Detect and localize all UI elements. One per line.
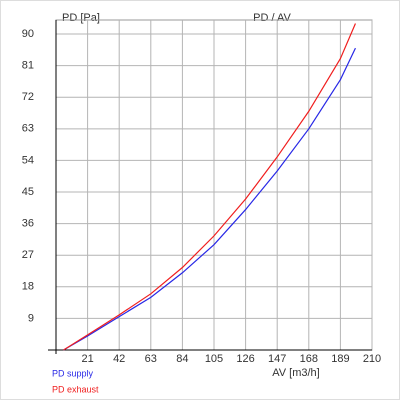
- y-tick-label: 63: [22, 123, 34, 135]
- series-line: [63, 23, 356, 351]
- x-tick-label: 84: [176, 353, 188, 365]
- y-tick-label: 36: [22, 218, 34, 230]
- x-tick-label: 147: [268, 353, 286, 365]
- x-tick-label: 168: [300, 353, 318, 365]
- x-tick-label: 210: [363, 353, 381, 365]
- y-axis-label: PD [Pa]: [62, 12, 100, 24]
- chart-title: PD / AV: [253, 12, 291, 24]
- legend-entry: PD exhaust: [52, 384, 99, 394]
- x-tick-label: 42: [113, 353, 125, 365]
- legend-entry: PD supply: [52, 368, 94, 378]
- y-tick-label: 18: [22, 281, 34, 293]
- x-tick-label: 105: [205, 353, 223, 365]
- y-tick-label: 90: [22, 28, 34, 40]
- y-tick-label: 81: [22, 60, 34, 72]
- x-tick-label: 126: [236, 353, 254, 365]
- series-line: [63, 47, 356, 351]
- x-tick-label: 21: [81, 353, 93, 365]
- y-tick-label: 72: [22, 91, 34, 103]
- y-tick-label: 45: [22, 186, 34, 198]
- y-tick-label: 54: [22, 154, 34, 166]
- x-axis-label: AV [m3/h]: [272, 367, 319, 379]
- x-tick-label: 189: [331, 353, 349, 365]
- y-tick-label: 27: [22, 249, 34, 261]
- y-tick-label: 9: [28, 312, 34, 324]
- x-tick-label: 63: [145, 353, 157, 365]
